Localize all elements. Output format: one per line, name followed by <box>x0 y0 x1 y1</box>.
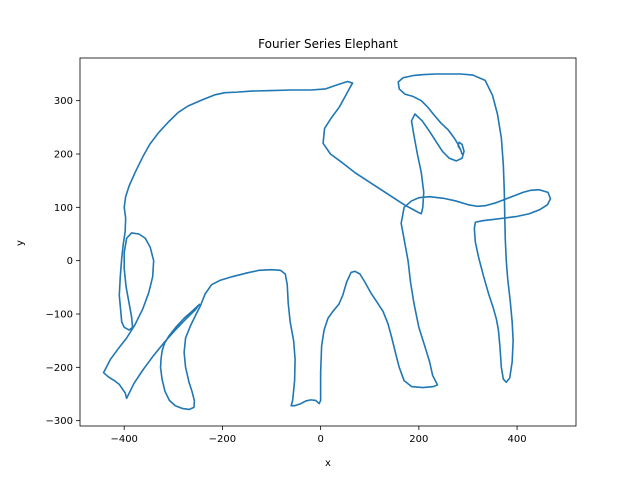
x-tick-label: 400 <box>508 434 527 445</box>
x-axis-label: x <box>325 458 331 469</box>
y-tick-label: 0 <box>67 256 73 267</box>
plot-area: −400 −200 0 200 400 −300 −200 −100 0 100 200 300 <box>46 57 577 445</box>
x-tick-label: −400 <box>110 434 137 445</box>
x-tick-label: 0 <box>317 434 323 445</box>
chart-title: Fourier Series Elephant <box>258 37 398 51</box>
y-tick-label: 300 <box>54 96 73 107</box>
y-tick-label: 200 <box>54 150 73 161</box>
x-tick-label: −200 <box>209 434 236 445</box>
y-tick-label: −100 <box>46 310 73 321</box>
y-axis-label: y <box>15 240 26 246</box>
y-tick-label: −300 <box>46 416 73 427</box>
axes-frame <box>79 57 577 427</box>
y-tick-label: −200 <box>46 363 73 374</box>
series-line-0 <box>102 73 552 411</box>
y-tick-label: 100 <box>54 203 73 214</box>
x-tick-label: 200 <box>409 434 428 445</box>
